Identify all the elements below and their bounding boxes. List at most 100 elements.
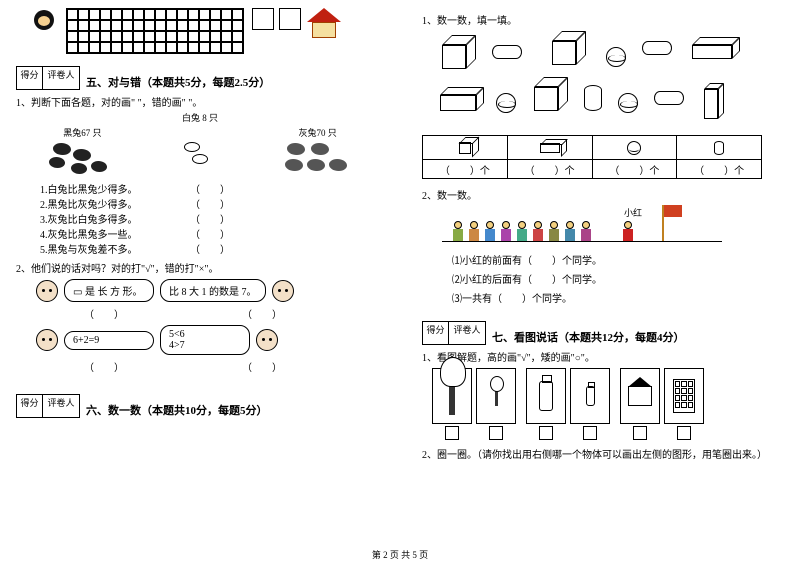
right-column: 1、数一数，填一填。 （ ）个 — [400, 0, 800, 565]
house-icon — [307, 8, 341, 38]
answer-paren[interactable]: （ ） — [242, 359, 282, 374]
score-label: 得分 — [423, 322, 449, 344]
q5-2: 2、他们说的话对吗？对的打"√"，错的打"×"。 — [16, 260, 384, 275]
q6-1: 1、数一数，填一填。 — [422, 12, 784, 27]
queue-q: ⑶一共有（ ）个同学。 — [452, 290, 784, 305]
sphere-icon — [496, 93, 516, 113]
table-answer[interactable]: （ ）个 — [508, 160, 592, 178]
check-box[interactable] — [445, 426, 459, 440]
page-footer: 第 2 页 共 5 页 — [0, 548, 800, 561]
answer-boxes — [250, 8, 301, 30]
speech-bubble: 5<6 4>7 — [160, 325, 250, 355]
child-head-icon — [28, 8, 60, 40]
grader-label: 评卷人 — [43, 67, 79, 89]
cube-icon — [552, 41, 576, 65]
cylinder-icon — [584, 85, 602, 111]
table-answer[interactable]: （ ）个 — [593, 160, 677, 178]
house-small-icon — [620, 368, 660, 424]
cylinder-icon — [714, 141, 724, 155]
queue-questions: ⑴小红的前面有（ ）个同学。 ⑵小红的后面有（ ）个同学。 ⑶一共有（ ）个同学… — [422, 252, 784, 305]
tf-paren[interactable]: （ ） — [190, 196, 230, 211]
counting-grid — [66, 8, 244, 54]
face-icon — [272, 280, 294, 302]
white-rabbits-icon — [180, 136, 220, 176]
face-icon — [256, 329, 278, 351]
answer-paren[interactable]: （ ） — [242, 306, 282, 321]
tf-paren[interactable]: （ ） — [190, 181, 230, 196]
sphere-icon — [627, 141, 641, 155]
kid-icon — [548, 221, 560, 241]
check-box[interactable] — [539, 426, 553, 440]
tf-statements: 1.白兔比黑兔少得多。 （ ） 2.黑兔比灰兔少得多。 （ ） 3.灰兔比白兔多得多… — [16, 181, 384, 256]
xiaohong-label: 小红 — [624, 206, 642, 219]
thermos-small-icon — [570, 368, 610, 424]
table-answer[interactable]: （ ）个 — [677, 160, 761, 178]
compare-pictures — [422, 368, 784, 440]
answer-box[interactable] — [279, 8, 301, 30]
section-7-title: 七、看图说话（本题共12分，每题4分） — [492, 329, 685, 345]
kid-icon — [564, 221, 576, 241]
sphere-icon — [606, 47, 626, 67]
section-6-header: 得分 评卷人 六、数一数（本题共10分，每题5分） — [16, 388, 384, 418]
cylinder-icon — [492, 45, 522, 59]
answer-row-2: （ ） （ ） — [16, 359, 384, 374]
q7-2: 2、圈一圈。（请你找出用右侧哪一个物体可以画出左侧的图形，用笔圈出来。） — [422, 446, 784, 461]
check-box[interactable] — [489, 426, 503, 440]
section-7-header: 得分 评卷人 七、看图说话（本题共12分，每题4分） — [422, 315, 784, 345]
answer-paren[interactable]: （ ） — [84, 359, 124, 374]
kid-icon — [452, 221, 464, 241]
check-box[interactable] — [633, 426, 647, 440]
queue-q: ⑵小红的后面有（ ）个同学。 — [452, 271, 784, 286]
queue-illustration: 小红 — [422, 208, 784, 248]
face-icon — [36, 280, 58, 302]
speech-row-1: ▭ 是 长 方 形。 比 8 大 1 的数是 7。 — [16, 279, 384, 302]
tf-paren[interactable]: （ ） — [190, 241, 230, 256]
face-icon — [36, 329, 58, 351]
thermos-big-icon — [526, 368, 566, 424]
answer-box[interactable] — [252, 8, 274, 30]
answer-paren[interactable]: （ ） — [84, 306, 124, 321]
answer-row-1: （ ） （ ） — [16, 306, 384, 321]
tf-stmt: 1.白兔比黑兔少得多。 — [40, 181, 138, 196]
q5-1: 1、判断下面各题，对的画" "，错的画" "。 — [16, 94, 384, 109]
black-rabbit-label: 黑兔67 只 — [47, 126, 117, 139]
kid-icon — [516, 221, 528, 241]
speech-bubble: 6+2=9 — [64, 331, 154, 350]
tf-paren[interactable]: （ ） — [190, 211, 230, 226]
tf-stmt: 2.黑兔比灰兔少得多。 — [40, 196, 138, 211]
score-box: 得分 评卷人 — [16, 66, 80, 90]
black-rabbits-icon — [47, 139, 117, 179]
speech-bubble: ▭ 是 长 方 形。 — [64, 279, 154, 302]
gray-rabbit-label: 灰兔70 只 — [283, 126, 353, 139]
cuboid-icon — [540, 143, 560, 153]
score-box: 得分 评卷人 — [16, 394, 80, 418]
cylinder-icon — [642, 41, 672, 55]
flag-icon — [664, 205, 682, 217]
q7-1: 1、看图解题，高的画"√"，矮的画"○"。 — [422, 349, 784, 364]
cube-icon — [534, 87, 558, 111]
building-big-icon — [664, 368, 704, 424]
xiaohong-icon — [622, 221, 634, 241]
rabbit-groups: 黑兔67 只 灰兔70 只 — [16, 126, 384, 179]
q6-2: 2、数一数。 — [422, 187, 784, 202]
kid-icon — [468, 221, 480, 241]
table-answer[interactable]: （ ）个 — [423, 160, 507, 178]
speech-row-2: 6+2=9 5<6 4>7 — [16, 325, 384, 355]
kid-icon — [484, 221, 496, 241]
white-rabbit-label: 白兔 8 只 — [182, 113, 218, 123]
queue-q: ⑴小红的前面有（ ）个同学。 — [452, 252, 784, 267]
kid-icon — [532, 221, 544, 241]
cube-icon — [442, 45, 466, 69]
section-5-header: 得分 评卷人 五、对与错（本题共5分，每题2.5分） — [16, 60, 384, 90]
gray-rabbits-icon — [283, 139, 353, 179]
kid-icon — [500, 221, 512, 241]
cube-icon — [459, 142, 471, 154]
check-box[interactable] — [677, 426, 691, 440]
score-label: 得分 — [17, 67, 43, 89]
check-box[interactable] — [583, 426, 597, 440]
score-label: 得分 — [17, 395, 43, 417]
tf-paren[interactable]: （ ） — [190, 226, 230, 241]
score-box: 得分 评卷人 — [422, 321, 486, 345]
tf-stmt: 4.灰兔比黑兔多一些。 — [40, 226, 138, 241]
tf-stmt: 3.灰兔比白兔多得多。 — [40, 211, 138, 226]
